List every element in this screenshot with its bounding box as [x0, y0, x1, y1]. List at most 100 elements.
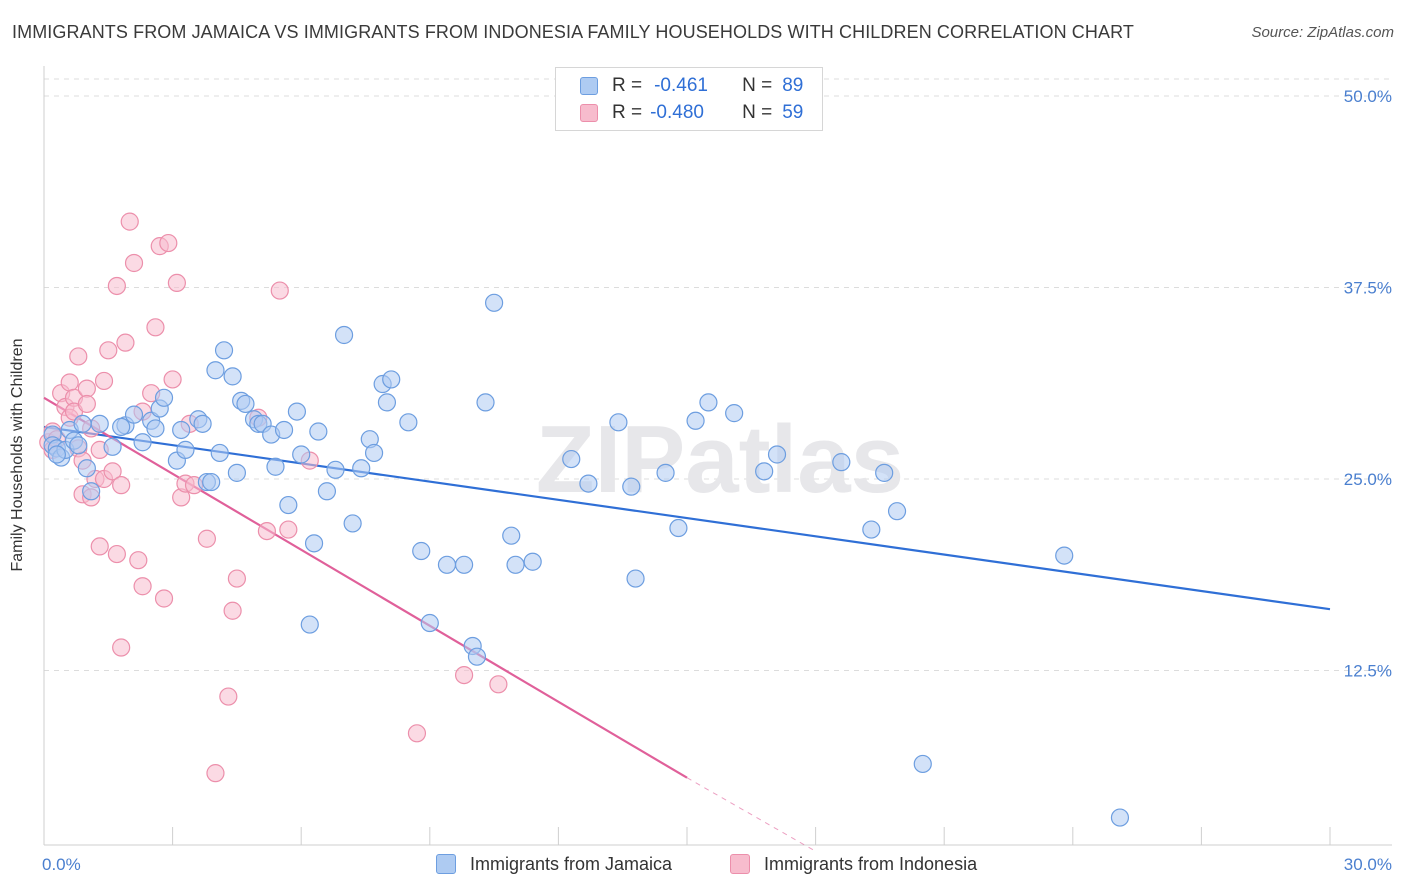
jamaica-swatch — [580, 77, 598, 95]
jamaica-point — [206, 361, 225, 380]
jamaica-point — [112, 417, 131, 437]
legend-row-indonesia: R = -0.480 N = 59 — [580, 101, 803, 125]
indonesia-point — [454, 665, 474, 685]
jamaica-point — [913, 754, 932, 774]
jamaica-point — [279, 495, 298, 515]
jamaica-point — [467, 647, 487, 666]
jamaica-point — [420, 613, 439, 633]
jamaica-point — [300, 615, 319, 634]
indonesia-trend-line — [43, 396, 688, 779]
indonesia-swatch — [730, 854, 750, 874]
indonesia-point — [279, 520, 298, 539]
indonesia-points — [39, 212, 508, 783]
jamaica-point — [1055, 546, 1074, 565]
jamaica-points — [43, 293, 1130, 827]
jamaica-point — [686, 411, 705, 430]
jamaica-point — [364, 443, 384, 463]
n-label: N = — [742, 102, 773, 123]
bottom-legend-jamaica: Immigrants from Jamaica — [436, 852, 672, 876]
jamaica-point — [485, 293, 504, 312]
jamaica-point — [82, 482, 101, 501]
jamaica-point — [334, 325, 354, 345]
bottom-legend-indonesia: Immigrants from Indonesia — [730, 852, 977, 876]
jamaica-point — [124, 405, 144, 424]
jamaica-swatch — [436, 854, 456, 874]
legend-row-jamaica: R = -0.461 N = 89 — [580, 74, 803, 98]
indonesia-point — [407, 724, 427, 743]
jamaica-point — [562, 449, 581, 469]
jamaica-point — [875, 463, 894, 482]
jamaica-point — [454, 555, 474, 574]
r-label: R = — [612, 75, 643, 96]
jamaica-point — [767, 445, 787, 464]
indonesia-point — [103, 462, 122, 481]
correlation-legend: R = -0.461 N = 89 R = -0.480 N = 59 — [555, 67, 823, 131]
y-tick-label: 12.5% — [1344, 662, 1392, 681]
jamaica-point — [399, 413, 418, 432]
chart-title: IMMIGRANTS FROM JAMAICA VS IMMIGRANTS FR… — [12, 22, 1134, 42]
jamaica-point — [609, 413, 628, 432]
y-tick-label: 37.5% — [1344, 279, 1392, 298]
indonesia-point — [129, 551, 148, 570]
jamaica-point — [476, 393, 495, 412]
jamaica-point — [832, 453, 851, 472]
jamaica-point — [133, 433, 152, 452]
jamaica-point — [437, 555, 457, 574]
jamaica-point — [699, 393, 718, 412]
jamaica-point — [154, 388, 174, 407]
y-tick-label: 25.0% — [1344, 470, 1392, 489]
jamaica-point — [214, 341, 234, 360]
jamaica-point — [227, 463, 246, 482]
source-credit: Source: ZipAtlas.com — [1251, 24, 1394, 41]
jamaica-point — [193, 414, 212, 433]
jamaica-point — [317, 482, 337, 501]
indonesia-point — [223, 601, 242, 620]
jamaica-legend-label: Immigrants from Jamaica — [470, 853, 673, 874]
indonesia-point — [60, 373, 79, 392]
y-tick-label: 50.0% — [1344, 87, 1392, 106]
indonesia-legend-label: Immigrants from Indonesia — [764, 853, 978, 874]
indonesia-point — [206, 764, 225, 783]
indonesia-point — [107, 276, 126, 296]
jamaica-point — [304, 534, 324, 553]
indonesia-point — [257, 521, 277, 541]
jamaica-point — [103, 437, 122, 456]
indonesia-point — [120, 212, 139, 231]
indonesia-point — [99, 341, 118, 360]
jamaica-point — [382, 370, 401, 389]
indonesia-point — [154, 589, 174, 608]
jamaica-point — [309, 422, 328, 441]
indonesia-point — [94, 371, 114, 391]
indonesia-point — [77, 379, 96, 398]
jamaica-point — [223, 367, 242, 386]
jamaica-point — [274, 420, 294, 440]
jamaica-point — [77, 459, 96, 478]
jamaica-point — [343, 514, 362, 533]
jamaica-point — [622, 477, 641, 496]
indonesia-point — [69, 347, 88, 366]
jamaica-point — [502, 526, 521, 545]
jamaica-point — [725, 404, 744, 423]
indonesia-point — [124, 253, 144, 273]
jamaica-point — [236, 394, 255, 414]
jamaica-point — [69, 436, 88, 455]
jamaica-point — [266, 457, 285, 476]
trend-lines — [43, 396, 1331, 852]
r-label: R = — [612, 102, 643, 123]
jamaica-point — [47, 445, 66, 464]
indonesia-r-value: -0.480 — [650, 102, 704, 123]
jamaica-point — [146, 419, 165, 438]
jamaica-point — [506, 555, 525, 574]
indonesia-point — [159, 233, 178, 253]
indonesia-point — [167, 273, 186, 293]
indonesia-point — [133, 577, 152, 596]
indonesia-point — [270, 281, 289, 300]
indonesia-point — [163, 370, 182, 389]
indonesia-point — [219, 687, 238, 706]
jamaica-point — [326, 460, 345, 479]
indonesia-n-value: 59 — [782, 102, 804, 123]
jamaica-point — [90, 414, 109, 433]
indonesia-point — [489, 675, 508, 694]
jamaica-trend-line — [43, 425, 1331, 611]
indonesia-point — [112, 638, 131, 657]
